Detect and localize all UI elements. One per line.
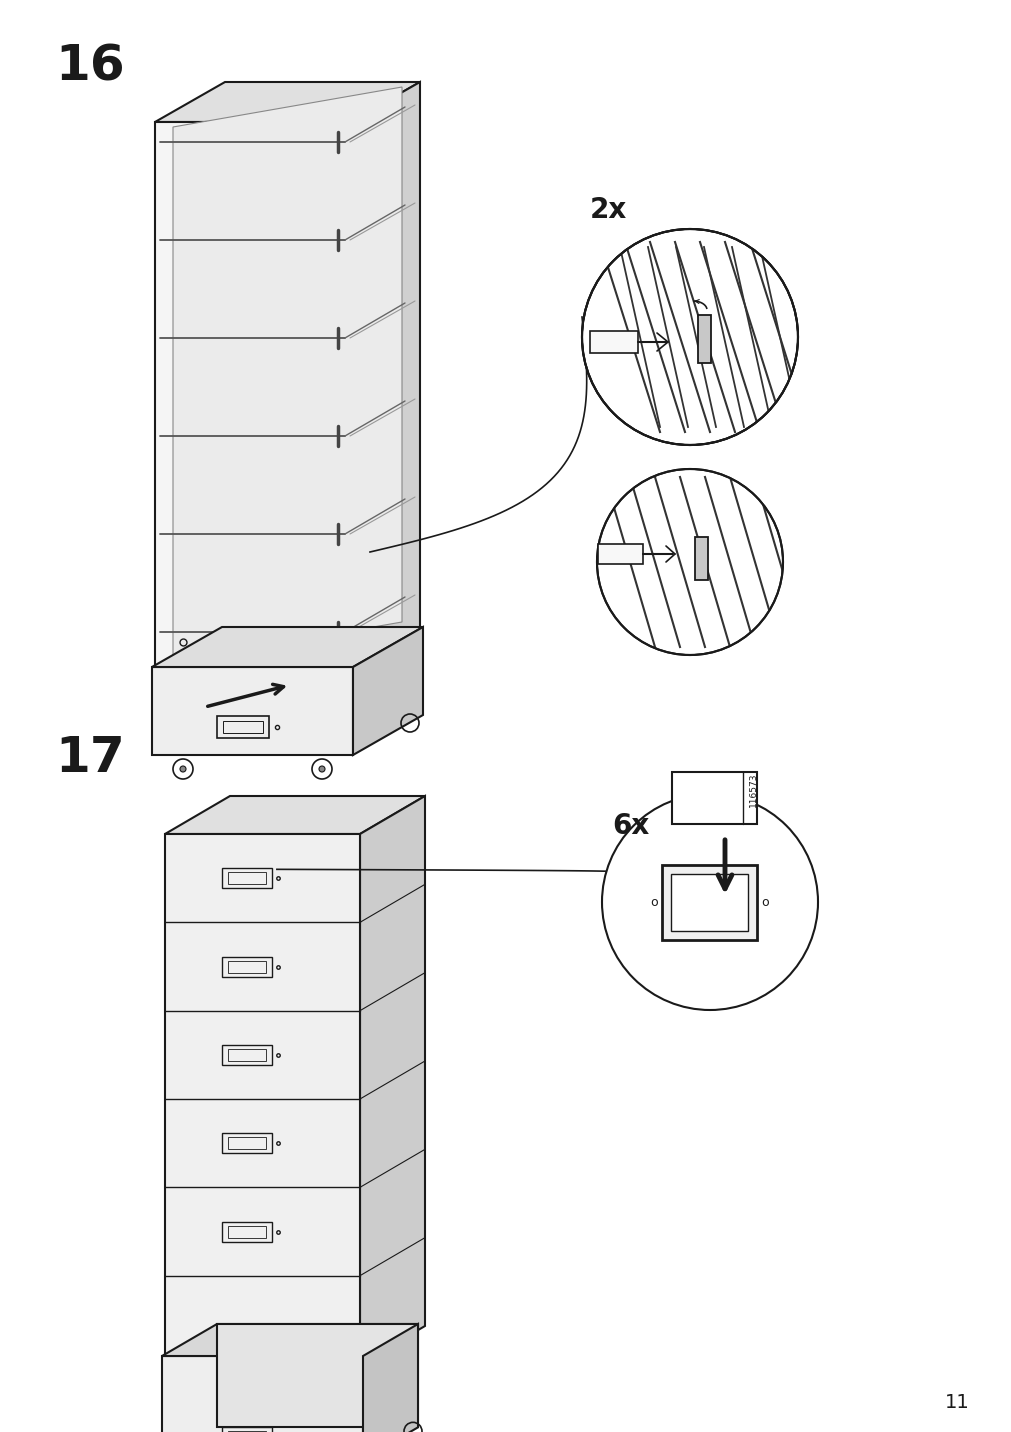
Polygon shape: [162, 1356, 363, 1432]
Polygon shape: [216, 1325, 418, 1428]
Text: o: o: [760, 895, 768, 908]
Text: 16: 16: [55, 42, 124, 90]
Text: 6x: 6x: [612, 812, 649, 841]
Polygon shape: [695, 537, 708, 580]
Polygon shape: [155, 82, 420, 122]
Polygon shape: [589, 331, 637, 354]
Polygon shape: [165, 796, 425, 833]
Polygon shape: [350, 82, 420, 672]
Polygon shape: [152, 667, 353, 755]
Polygon shape: [155, 122, 350, 672]
Polygon shape: [152, 627, 423, 667]
Text: 116573: 116573: [748, 772, 757, 806]
Polygon shape: [173, 87, 401, 662]
Polygon shape: [162, 1325, 418, 1356]
Polygon shape: [165, 833, 360, 1365]
Text: 17: 17: [55, 735, 124, 782]
Circle shape: [180, 766, 186, 772]
FancyBboxPatch shape: [670, 874, 747, 931]
Polygon shape: [363, 1325, 418, 1432]
FancyBboxPatch shape: [671, 772, 756, 823]
FancyBboxPatch shape: [661, 865, 756, 939]
Text: 11: 11: [944, 1393, 969, 1412]
Circle shape: [596, 470, 783, 654]
Polygon shape: [360, 796, 425, 1365]
Polygon shape: [698, 315, 711, 362]
Polygon shape: [353, 627, 423, 755]
Text: o: o: [649, 895, 657, 908]
Circle shape: [581, 229, 798, 445]
Text: 2x: 2x: [589, 196, 627, 223]
Polygon shape: [598, 544, 642, 564]
Circle shape: [318, 766, 325, 772]
Circle shape: [602, 793, 817, 1010]
